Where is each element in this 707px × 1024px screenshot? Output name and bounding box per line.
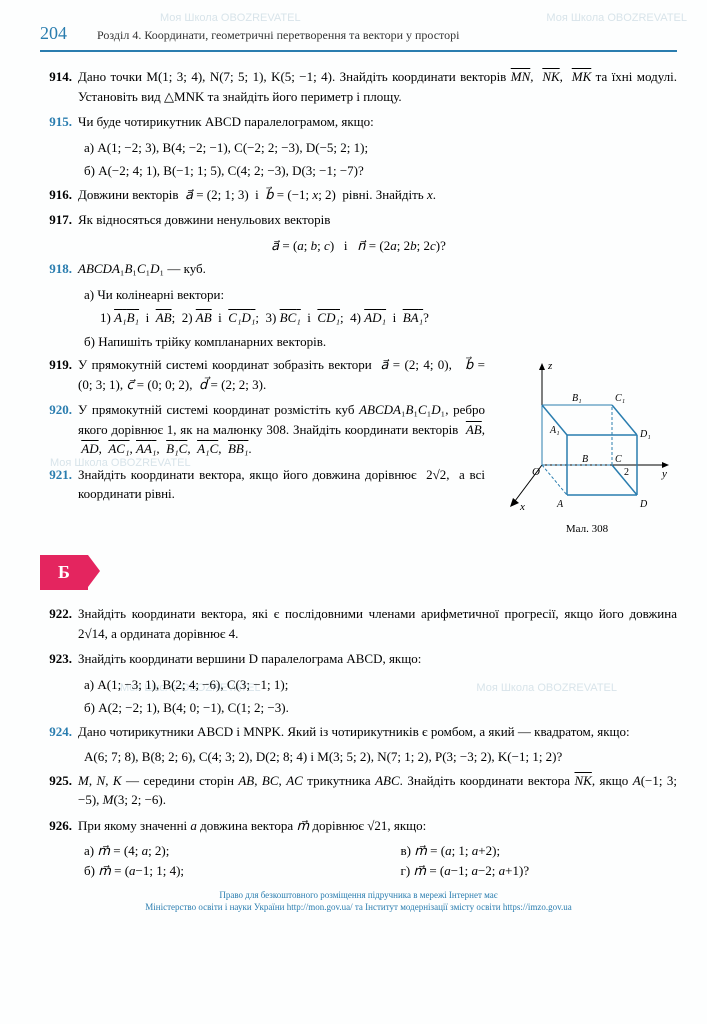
problem-text: Довжини векторів a⃗ = (2; 1; 3) і b⃗ = (… xyxy=(78,185,677,205)
problem-923: 923. Знайдіть координати вершини D парал… xyxy=(40,649,677,669)
svg-text:C₁: C₁ xyxy=(615,393,625,404)
problem-number: 924. xyxy=(40,722,78,742)
problem-926a: а) m⃗ = (4; a; 2); xyxy=(84,841,361,861)
problem-text: Дано чотирикутники ABCD і MNPK. Який із … xyxy=(78,722,677,742)
problem-917-eq: a⃗ = (a; b; c) і n⃗ = (2a; 2b; 2c)? xyxy=(40,236,677,256)
problem-926b: б) m⃗ = (a−1; 1; 4); xyxy=(84,861,361,881)
svg-text:D: D xyxy=(639,499,648,510)
problem-916: 916. Довжини векторів a⃗ = (2; 1; 3) і b… xyxy=(40,185,677,205)
problem-text: Знайдіть координати вектора, якщо його д… xyxy=(78,465,485,504)
page-header: 204 Розділ 4. Координати, геометричні пе… xyxy=(40,20,677,52)
problem-926d: г) m⃗ = (a−1; a−2; a+1)? xyxy=(401,861,678,881)
problem-918b: б) Напишіть трійку компланарних векторів… xyxy=(84,332,677,352)
problem-926: 926. При якому значенні a довжина вектор… xyxy=(40,816,677,836)
problem-text: При якому значенні a довжина вектора m⃗ … xyxy=(78,816,677,836)
problem-number: 923. xyxy=(40,649,78,669)
problem-number: 915. xyxy=(40,112,78,132)
problem-number: 922. xyxy=(40,604,78,643)
problem-text: Знайдіть координати вектора, які є послі… xyxy=(78,604,677,643)
problem-text: ABCDA₁B₁C₁D₁ — куб. xyxy=(78,259,677,279)
problem-915b: б) A(−2; 4; 1), B(−1; 1; 5), C(4; 2; −3)… xyxy=(84,161,677,181)
problem-text: У прямокутній системі координат зобразіт… xyxy=(78,355,485,394)
svg-text:A₁: A₁ xyxy=(549,425,560,436)
problem-text: Чи буде чотирикутник ABCD паралелограмом… xyxy=(78,112,677,132)
svg-text:O: O xyxy=(532,466,540,478)
problem-text: Як відносяться довжини ненульових вектор… xyxy=(78,210,677,230)
problem-text: У прямокутній системі координат розмісті… xyxy=(78,400,485,459)
svg-text:B₁: B₁ xyxy=(572,393,582,404)
problem-926c: в) m⃗ = (a; 1; a+2); xyxy=(401,841,678,861)
svg-text:C: C xyxy=(615,454,622,465)
text-span: Дано точки M(1; 3; 4), N(7; 5; 1), K(5; … xyxy=(78,69,511,84)
footer-line: Право для безкоштовного розміщення підру… xyxy=(40,890,677,902)
section-b-label: Б xyxy=(40,555,88,590)
problem-924: 924. Дано чотирикутники ABCD і MNPK. Яки… xyxy=(40,722,677,742)
problem-number: 917. xyxy=(40,210,78,230)
problem-920: 920. У прямокутній системі координат роз… xyxy=(40,400,485,459)
problem-915a: а) A(1; −2; 3), B(4; −2; −1), C(−2; 2; −… xyxy=(84,138,677,158)
figure-308: z y x O A D B C xyxy=(497,355,677,537)
problem-number: 920. xyxy=(40,400,78,459)
page-number: 204 xyxy=(40,20,67,47)
problem-918-list: 1) A₁B₁ і AB; 2) AB і C₁D₁; 3) BC₁ і CD₁… xyxy=(100,308,677,328)
problem-918: 918. ABCDA₁B₁C₁D₁ — куб. xyxy=(40,259,677,279)
footer-line: Міністерство освіти і науки України http… xyxy=(40,902,677,914)
chapter-title: Розділ 4. Координати, геометричні перетв… xyxy=(97,26,459,44)
problem-number: 918. xyxy=(40,259,78,279)
problem-number: 916. xyxy=(40,185,78,205)
problem-919: 919. У прямокутній системі координат зоб… xyxy=(40,355,485,394)
vectors: MN, NK, MK xyxy=(511,69,596,84)
problem-text: Дано точки M(1; 3; 4), N(7; 5; 1), K(5; … xyxy=(78,67,677,106)
svg-text:x: x xyxy=(519,501,525,513)
problem-923a: а) A(1; −3; 1), B(2; 4; −6), C(3; −1; 1)… xyxy=(84,675,677,695)
problem-925: 925. M, N, K — середини сторін AB, BC, A… xyxy=(40,771,677,810)
svg-text:z: z xyxy=(547,360,553,372)
problem-915: 915. Чи буде чотирикутник ABCD паралелог… xyxy=(40,112,677,132)
figure-caption: Мал. 308 xyxy=(497,521,677,538)
problem-918a: а) Чи колінеарні вектори: xyxy=(84,285,677,305)
svg-text:D₁: D₁ xyxy=(639,429,651,440)
problem-921: 921. Знайдіть координати вектора, якщо й… xyxy=(40,465,485,504)
page-footer: Право для безкоштовного розміщення підру… xyxy=(40,890,677,913)
problem-number: 925. xyxy=(40,771,78,810)
svg-text:2: 2 xyxy=(624,467,629,478)
problem-923b: б) A(2; −2; 1), B(4; 0; −1), C(1; 2; −3)… xyxy=(84,698,677,718)
problem-914: 914. Дано точки M(1; 3; 4), N(7; 5; 1), … xyxy=(40,67,677,106)
svg-text:y: y xyxy=(661,468,667,480)
problem-922: 922. Знайдіть координати вектора, які є … xyxy=(40,604,677,643)
problem-number: 919. xyxy=(40,355,78,394)
svg-text:B: B xyxy=(582,454,588,465)
problem-number: 926. xyxy=(40,816,78,836)
cube-diagram: z y x O A D B C xyxy=(502,355,672,515)
svg-text:A: A xyxy=(556,499,564,510)
problem-text: Знайдіть координати вершини D паралелогр… xyxy=(78,649,677,669)
problem-number: 914. xyxy=(40,67,78,106)
problem-text: M, N, K — середини сторін AB, BC, AC три… xyxy=(78,771,677,810)
problem-number: 921. xyxy=(40,465,78,504)
problem-917: 917. Як відносяться довжини ненульових в… xyxy=(40,210,677,230)
problem-924-line: A(6; 7; 8), B(8; 2; 6), C(4; 3; 2), D(2;… xyxy=(84,747,677,767)
